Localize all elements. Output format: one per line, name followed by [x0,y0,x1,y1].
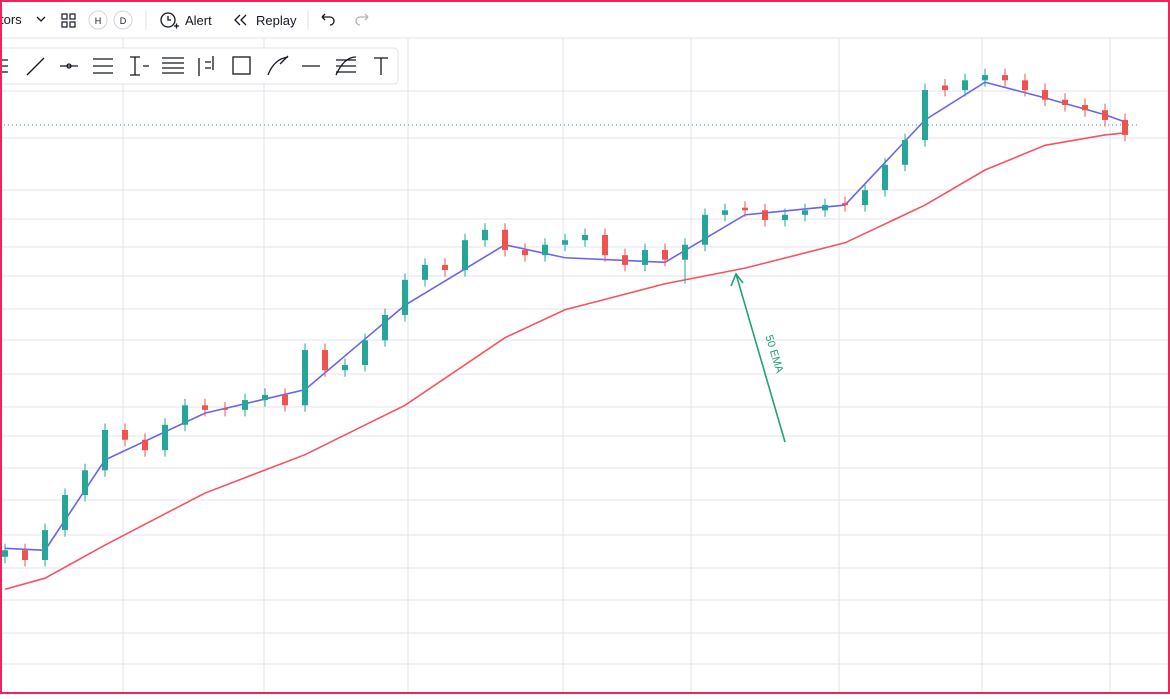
layout-icon[interactable] [61,13,76,28]
moving-average-line [4,81,1126,552]
replay-icon[interactable] [234,14,247,26]
candle-body [222,408,228,410]
candle-body [682,244,688,260]
candle-body [802,210,808,215]
dropdown-icon[interactable] [36,16,46,22]
tool[interactable] [198,56,214,76]
candle-body [742,207,748,211]
candle-body [1042,90,1048,100]
candle-body [702,214,708,245]
grid [0,38,1170,694]
candle-body [122,430,128,440]
tool[interactable] [335,56,357,76]
candle-body [962,80,968,91]
candle-body [562,240,568,245]
tool[interactable] [130,56,149,76]
candle-body [902,140,908,165]
candle-body [2,550,8,557]
candle-body [762,210,768,221]
candle-body [1002,75,1008,81]
undo-button[interactable] [321,13,335,26]
candle-body [862,190,868,206]
replay-button[interactable]: Replay [256,13,297,28]
h-label: H [95,16,102,26]
candle-body [582,235,588,241]
candle-body [82,470,88,495]
tool[interactable] [66,63,72,69]
tool[interactable] [162,57,184,74]
candle-body [782,214,788,221]
candle-body [722,210,728,215]
candle-body [1022,80,1028,91]
candle-body [522,249,528,256]
candle-body [102,430,108,471]
candle-body [882,164,888,191]
tool[interactable] [374,57,388,75]
candle-body [1122,119,1128,135]
candle-body [402,279,408,315]
annotation-arrow [730,272,786,443]
candle-body [342,365,348,371]
candle-body [642,249,648,265]
top-toolbar [0,0,1170,38]
candle-body [322,350,328,371]
candle-body [922,90,928,141]
candle-body [142,439,148,451]
candle-body [182,405,188,425]
candle-body [542,244,548,256]
d-label: D [120,16,127,26]
candle-body [22,550,28,560]
candle-body [422,264,428,280]
tool[interactable] [267,55,289,76]
candle-body [62,495,68,531]
tool[interactable] [93,58,113,74]
tool[interactable] [26,57,45,76]
candle-body [282,394,288,406]
candle-body [842,203,848,206]
candle-body [382,314,388,341]
alert-icon[interactable] [160,12,179,29]
redo-button[interactable] [355,13,369,26]
candle-body [1062,99,1068,105]
d-button[interactable] [113,10,133,30]
candle-body [622,255,628,265]
candle-body [602,235,608,256]
candle-body [162,424,168,451]
alert-button[interactable]: Alert [185,13,212,28]
indicators-button[interactable]: tors [0,12,22,27]
candle-body [662,249,668,260]
candle-body [262,394,268,401]
candle-body [482,229,488,241]
candle-body [942,85,948,91]
candle-body [202,405,208,410]
candle-body [982,75,988,81]
candle-body [502,229,508,250]
tool[interactable] [232,56,251,75]
moving-average-line [4,132,1126,591]
candle-body [1082,105,1088,111]
candle-body [42,530,48,560]
candle-body [822,205,828,211]
candle-body [302,350,308,406]
candle-body [442,264,448,271]
candle-body [462,240,468,271]
candle-body [362,340,368,365]
candle-body [1102,110,1108,120]
plot [2,68,1128,591]
candle-body [242,400,248,410]
h-button[interactable] [88,10,108,30]
